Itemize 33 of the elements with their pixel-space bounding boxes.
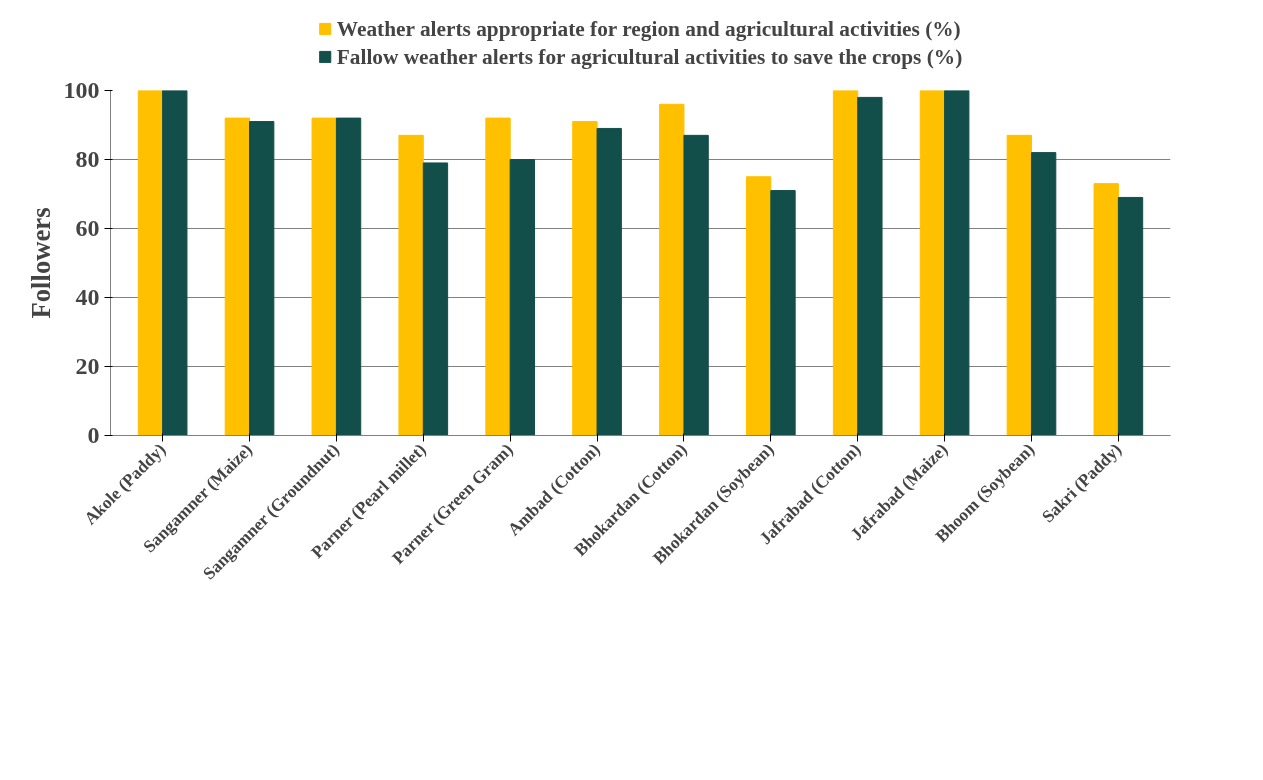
bar xyxy=(1117,196,1144,436)
bar xyxy=(746,176,772,436)
y-tick-label: 40 xyxy=(75,284,100,310)
bar xyxy=(1030,152,1057,436)
bar xyxy=(596,127,622,436)
bar xyxy=(944,90,970,436)
bar xyxy=(572,121,598,436)
bar xyxy=(335,117,362,436)
bar xyxy=(422,162,449,436)
y-tick-label: 20 xyxy=(75,353,100,379)
bar xyxy=(832,90,859,436)
bar xyxy=(1093,183,1119,436)
bar xyxy=(224,117,251,436)
bar xyxy=(1006,134,1032,436)
legend-label: Fallow weather alerts for agricultural activities to save the crops (%) xyxy=(336,44,963,69)
bar xyxy=(485,117,511,436)
bar xyxy=(249,121,275,436)
bar xyxy=(162,90,188,436)
bar xyxy=(683,134,709,436)
bar xyxy=(659,103,685,436)
bar xyxy=(398,134,424,436)
legend-label: Weather alerts appropriate for region and agricultural activities (%) xyxy=(336,16,961,41)
y-tick-label: 80 xyxy=(75,146,100,172)
bar xyxy=(919,90,946,436)
bar xyxy=(311,117,337,436)
bar xyxy=(770,190,796,436)
y-tick-label: 60 xyxy=(75,215,100,241)
y-tick-label: 0 xyxy=(87,422,100,448)
y-axis-title: Followers xyxy=(25,207,56,319)
bar xyxy=(137,90,164,436)
bar xyxy=(857,96,883,436)
bar xyxy=(509,159,535,436)
y-tick-label: 100 xyxy=(63,77,100,103)
